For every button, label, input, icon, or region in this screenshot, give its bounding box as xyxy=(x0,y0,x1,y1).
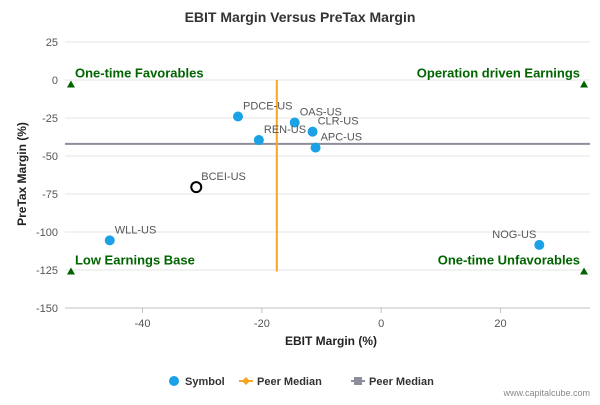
y-tick-label: -125 xyxy=(36,265,58,277)
quadrant-label: Low Earnings Base xyxy=(75,253,195,268)
legend-label: Symbol xyxy=(185,376,225,388)
chart-title: EBIT Margin Versus PreTax Margin xyxy=(185,9,416,25)
data-point xyxy=(289,117,300,128)
y-tick-label: -75 xyxy=(42,189,58,201)
legend-label: Peer Median xyxy=(257,376,322,388)
quadrant-marker-icon xyxy=(66,80,75,88)
x-axis-title: EBIT Margin (%) xyxy=(285,334,377,348)
legend: Symbol Peer Median Peer Median xyxy=(169,376,434,388)
quadrant-marker-icon xyxy=(580,80,589,88)
legend-item: Symbol xyxy=(169,376,225,388)
quadrant-label: One-time Unfavorables xyxy=(438,253,580,268)
legend-item: Peer Median xyxy=(239,376,322,388)
legend-square-icon xyxy=(354,377,362,385)
data-point-label: BCEI-US xyxy=(201,171,246,183)
y-tick-label: -50 xyxy=(42,151,58,163)
data-point xyxy=(310,142,321,153)
data-point xyxy=(307,126,318,137)
data-point xyxy=(534,239,545,250)
data-point-label: OAS-US xyxy=(300,107,342,119)
y-tick-label: -100 xyxy=(36,227,58,239)
y-axis-title: PreTax Margin (%) xyxy=(15,122,29,226)
quadrant-label: One-time Favorables xyxy=(75,66,204,81)
x-tick-label: -40 xyxy=(135,318,151,330)
data-point-label: PDCE-US xyxy=(243,100,293,112)
axis-layer: 25 0 -25 -50 -75 -100 -125 -150 -40 -20 0 20 xyxy=(36,37,590,330)
quadrant-marker-icon xyxy=(66,267,75,275)
data-point xyxy=(233,111,244,122)
x-tick-label: -20 xyxy=(254,318,270,330)
median-layer xyxy=(65,80,590,272)
data-point-label: WLL-US xyxy=(115,224,157,236)
y-tick-label: 25 xyxy=(46,37,58,49)
grid-layer xyxy=(65,41,590,309)
data-point-label: APC-US xyxy=(321,132,363,144)
data-point-label: NOG-US xyxy=(492,229,536,241)
data-point-label: CLR-US xyxy=(318,116,359,128)
data-point xyxy=(104,235,115,246)
y-tick-label: 0 xyxy=(52,75,58,87)
legend-dot-icon xyxy=(169,376,179,386)
legend-item: Peer Median xyxy=(351,376,434,388)
x-tick-label: 20 xyxy=(494,318,506,330)
quadrant-label: Operation driven Earnings xyxy=(417,66,580,81)
y-tick-label: -25 xyxy=(42,113,58,125)
credit-text: www.capitalcube.com xyxy=(502,388,590,398)
legend-label: Peer Median xyxy=(369,376,434,388)
x-tick-label: 0 xyxy=(378,318,384,330)
data-point-label: REN-US xyxy=(264,124,306,136)
data-point-highlight xyxy=(190,181,203,194)
data-point xyxy=(253,135,264,146)
quadrant-layer: One-time Favorables Operation driven Earn… xyxy=(66,66,589,275)
legend-diamond-icon xyxy=(242,377,250,385)
quadrant-marker-icon xyxy=(580,267,589,275)
y-tick-label: -150 xyxy=(36,303,58,315)
